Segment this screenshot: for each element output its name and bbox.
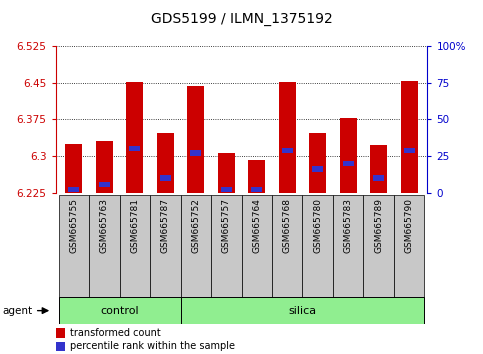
Text: GSM665789: GSM665789 — [374, 198, 383, 253]
Bar — [218, 153, 235, 193]
FancyBboxPatch shape — [58, 297, 181, 324]
Bar — [279, 82, 296, 193]
FancyBboxPatch shape — [333, 195, 363, 299]
FancyBboxPatch shape — [181, 195, 211, 299]
FancyBboxPatch shape — [211, 195, 242, 299]
FancyBboxPatch shape — [89, 195, 120, 299]
Text: GSM665790: GSM665790 — [405, 198, 413, 253]
Text: GSM665763: GSM665763 — [100, 198, 109, 253]
Text: percentile rank within the sample: percentile rank within the sample — [71, 341, 235, 352]
Bar — [69, 187, 79, 192]
Bar — [221, 187, 232, 192]
Bar — [190, 150, 201, 156]
Text: GSM665781: GSM665781 — [130, 198, 139, 253]
Text: GSM665768: GSM665768 — [283, 198, 292, 253]
Bar — [312, 166, 323, 172]
Bar — [248, 160, 265, 193]
Text: GSM665787: GSM665787 — [161, 198, 170, 253]
Bar — [251, 187, 262, 192]
FancyBboxPatch shape — [302, 195, 333, 299]
FancyBboxPatch shape — [363, 195, 394, 299]
Bar — [129, 146, 140, 151]
Bar — [343, 161, 354, 166]
Bar — [56, 342, 65, 351]
Bar — [157, 133, 174, 193]
FancyBboxPatch shape — [150, 195, 181, 299]
Bar — [127, 82, 143, 193]
Bar — [99, 182, 110, 187]
Text: transformed count: transformed count — [71, 328, 161, 338]
Bar — [309, 133, 326, 193]
Text: GSM665755: GSM665755 — [70, 198, 78, 253]
Bar — [282, 148, 293, 153]
Bar — [401, 81, 417, 193]
Text: GSM665757: GSM665757 — [222, 198, 231, 253]
Text: GSM665752: GSM665752 — [191, 198, 200, 253]
Text: GSM665764: GSM665764 — [252, 198, 261, 253]
Bar — [340, 119, 356, 193]
FancyBboxPatch shape — [242, 195, 272, 299]
Text: control: control — [100, 306, 139, 316]
Text: agent: agent — [2, 306, 32, 316]
FancyBboxPatch shape — [394, 195, 425, 299]
FancyBboxPatch shape — [58, 195, 89, 299]
Bar — [66, 144, 82, 193]
Text: GSM665783: GSM665783 — [344, 198, 353, 253]
Bar — [370, 145, 387, 193]
Bar — [56, 329, 65, 338]
Bar — [373, 175, 384, 181]
Bar — [404, 148, 414, 153]
Bar — [187, 86, 204, 193]
FancyBboxPatch shape — [272, 195, 302, 299]
Bar — [96, 141, 113, 193]
Bar — [160, 175, 171, 181]
FancyBboxPatch shape — [120, 195, 150, 299]
Text: silica: silica — [288, 306, 316, 316]
Text: GDS5199 / ILMN_1375192: GDS5199 / ILMN_1375192 — [151, 12, 332, 27]
FancyBboxPatch shape — [181, 297, 425, 324]
Text: GSM665780: GSM665780 — [313, 198, 322, 253]
